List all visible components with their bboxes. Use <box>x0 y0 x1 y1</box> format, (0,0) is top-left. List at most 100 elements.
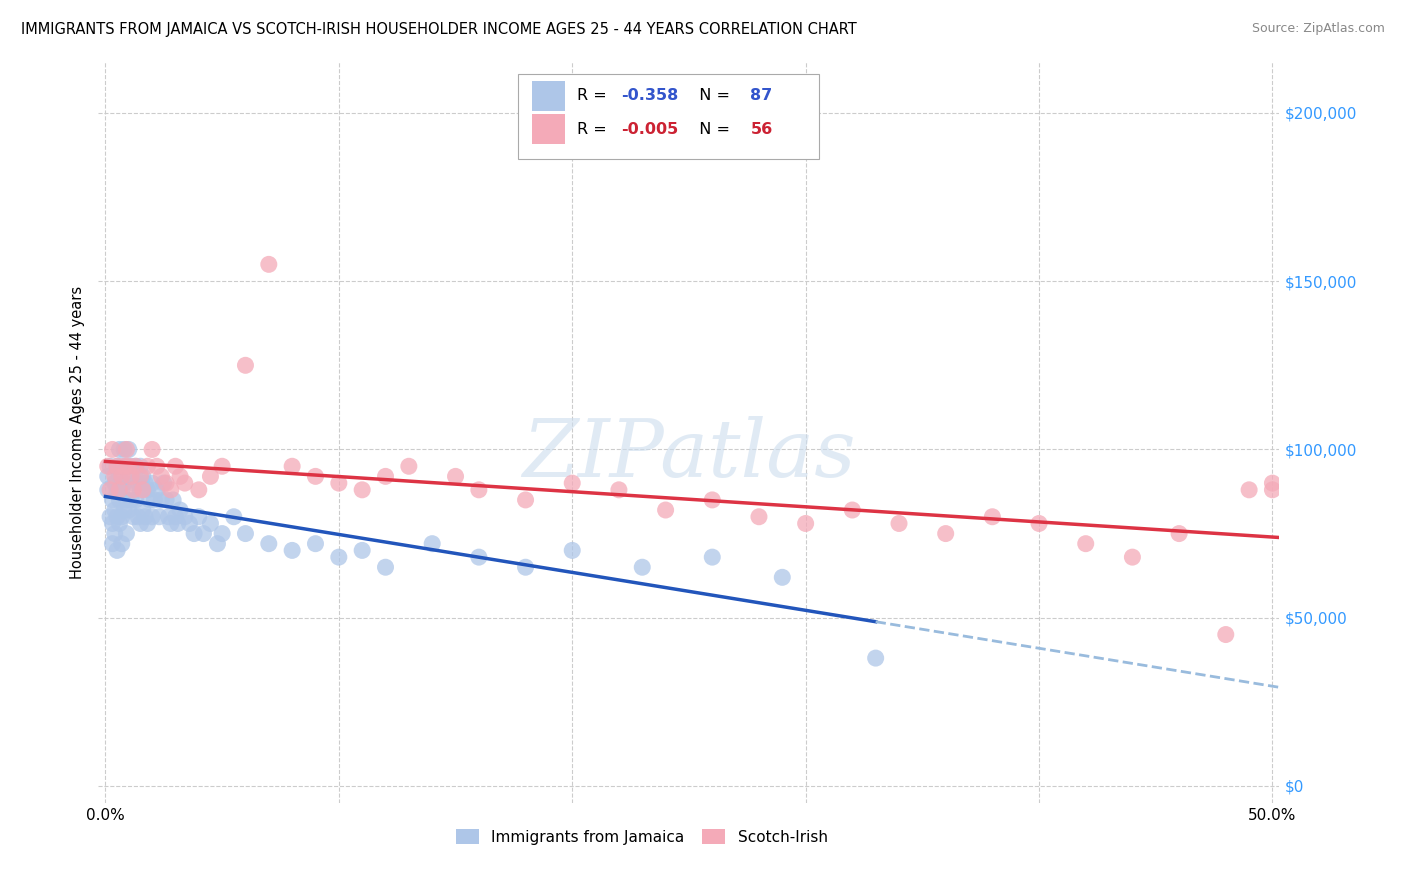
Point <box>654 503 676 517</box>
Text: 56: 56 <box>751 121 773 136</box>
Point <box>111 483 134 497</box>
Point <box>794 516 817 531</box>
Point <box>122 509 145 524</box>
Point <box>115 442 138 457</box>
Point <box>150 492 173 507</box>
Point <box>211 459 233 474</box>
Point <box>304 469 326 483</box>
Point <box>165 459 187 474</box>
Point <box>235 526 257 541</box>
Text: R =: R = <box>576 121 612 136</box>
Point <box>146 459 169 474</box>
Point <box>281 543 304 558</box>
Point <box>183 526 205 541</box>
Point <box>122 483 145 497</box>
Point <box>108 469 131 483</box>
Point <box>129 459 152 474</box>
Point <box>129 483 152 497</box>
Point <box>702 492 724 507</box>
Point <box>111 536 134 550</box>
Point <box>146 483 169 497</box>
Text: ZIPatlas: ZIPatlas <box>522 416 856 493</box>
Point <box>1261 476 1284 491</box>
Point <box>179 516 201 531</box>
Point <box>127 476 149 491</box>
Point <box>120 492 142 507</box>
Point <box>141 509 163 524</box>
Point <box>125 459 148 474</box>
Point <box>111 509 134 524</box>
Point <box>111 469 134 483</box>
Point <box>98 459 121 474</box>
Point <box>211 526 233 541</box>
Point <box>136 459 159 474</box>
Point <box>169 503 191 517</box>
Point <box>105 459 128 474</box>
Point <box>257 536 280 550</box>
Point <box>1121 550 1143 565</box>
Point <box>1237 483 1260 497</box>
Point <box>97 469 120 483</box>
Point <box>561 476 583 491</box>
Point <box>101 492 124 507</box>
Y-axis label: Householder Income Ages 25 - 44 years: Householder Income Ages 25 - 44 years <box>70 286 86 579</box>
Point <box>101 516 124 531</box>
Point <box>607 483 630 497</box>
Point <box>398 459 420 474</box>
Point <box>122 476 145 491</box>
Point <box>134 476 156 491</box>
Point <box>328 550 350 565</box>
Text: -0.005: -0.005 <box>621 121 679 136</box>
Point <box>141 442 163 457</box>
Point <box>104 526 127 541</box>
Point <box>98 483 121 497</box>
Point <box>222 509 245 524</box>
Point <box>352 543 374 558</box>
Text: R =: R = <box>576 88 612 103</box>
Point <box>143 492 166 507</box>
Point <box>104 476 127 491</box>
Point <box>104 503 127 517</box>
Point <box>162 492 184 507</box>
Point <box>112 476 135 491</box>
Point <box>152 476 174 491</box>
Point <box>159 483 181 497</box>
Point <box>200 516 222 531</box>
Point <box>108 442 131 457</box>
Point <box>136 516 159 531</box>
Point <box>207 536 229 550</box>
Point <box>108 483 131 497</box>
Point <box>304 536 326 550</box>
Point <box>97 459 120 474</box>
Point <box>515 560 537 574</box>
Point <box>1028 516 1050 531</box>
Point <box>1261 483 1284 497</box>
Point <box>865 651 887 665</box>
Point <box>112 459 135 474</box>
Point <box>420 536 443 550</box>
Point <box>515 492 537 507</box>
Bar <box>531 114 565 144</box>
Point <box>770 570 793 584</box>
Point <box>115 492 138 507</box>
Point <box>129 516 152 531</box>
Point <box>157 509 180 524</box>
Point <box>165 509 187 524</box>
Point <box>887 516 910 531</box>
Point <box>935 526 957 541</box>
Text: 87: 87 <box>751 88 773 103</box>
Point <box>1215 627 1237 641</box>
Point <box>118 459 141 474</box>
Point <box>136 483 159 497</box>
Point <box>120 459 142 474</box>
Point <box>118 469 141 483</box>
Point <box>841 503 863 517</box>
Point <box>132 483 155 497</box>
Point <box>125 459 148 474</box>
Point <box>257 257 280 271</box>
Point <box>129 469 152 483</box>
Point <box>134 509 156 524</box>
Point <box>115 459 138 474</box>
Point <box>105 509 128 524</box>
Point <box>328 476 350 491</box>
